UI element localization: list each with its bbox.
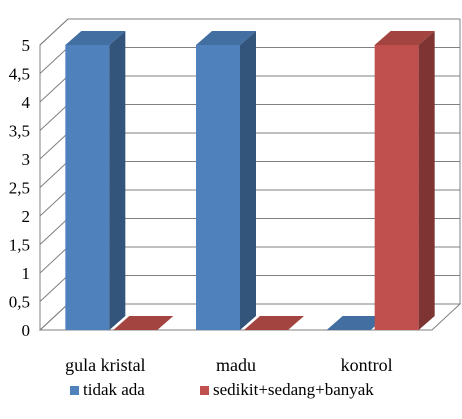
legend-swatch-series-1	[70, 385, 79, 395]
x-tick-label: kontrol	[341, 355, 393, 375]
bar-top	[244, 316, 304, 330]
gridline-diagonal	[39, 275, 69, 302]
legend-item-series-2: sedikit+sedang+banyak	[200, 380, 374, 400]
bar-top	[374, 31, 435, 45]
y-tick-label: 3	[22, 150, 31, 169]
y-tick-label: 3,5	[9, 122, 30, 141]
legend-label-series-2: sedikit+sedang+banyak	[213, 380, 374, 399]
gridline-diagonal	[39, 218, 69, 245]
bar	[374, 45, 419, 330]
y-tick-label: 0	[22, 321, 31, 340]
y-tick-label: 4	[22, 93, 31, 112]
gridline-diagonal	[39, 246, 69, 274]
legend: tidak ada sedikit+sedang+banyak	[0, 380, 462, 410]
bar	[65, 45, 110, 330]
gridline-diagonal	[39, 47, 69, 74]
bar-side	[418, 31, 435, 330]
y-tick-label: 0,5	[9, 293, 30, 312]
bar	[196, 45, 240, 330]
x-tick-label: gula kristal	[65, 355, 145, 375]
bar-side	[240, 31, 256, 330]
bar-top	[196, 31, 256, 45]
y-tick-label: 2	[22, 207, 31, 226]
gridline-diagonal	[39, 104, 69, 131]
gridline-diagonal	[39, 161, 69, 188]
y-tick-label: 1	[22, 264, 31, 283]
y-tick-label: 5	[22, 36, 31, 55]
gridline-diagonal	[39, 303, 69, 331]
y-tick-label: 1,5	[9, 236, 30, 255]
bar-top	[113, 316, 174, 330]
bar-top	[326, 316, 387, 330]
legend-label-series-1: tidak ada	[83, 380, 145, 399]
legend-item-series-1: tidak ada	[70, 380, 145, 400]
bar-side	[109, 31, 126, 330]
gridline-diagonal	[39, 75, 69, 103]
y-tick-label: 2,5	[9, 179, 30, 198]
bar-top	[65, 31, 126, 45]
gridline-diagonal	[39, 18, 69, 46]
legend-swatch-series-2	[200, 385, 209, 395]
y-tick-label: 4,5	[9, 65, 30, 84]
gridline-diagonal	[39, 132, 69, 160]
gridline-diagonal	[39, 189, 69, 217]
x-tick-label: madu	[216, 355, 256, 375]
